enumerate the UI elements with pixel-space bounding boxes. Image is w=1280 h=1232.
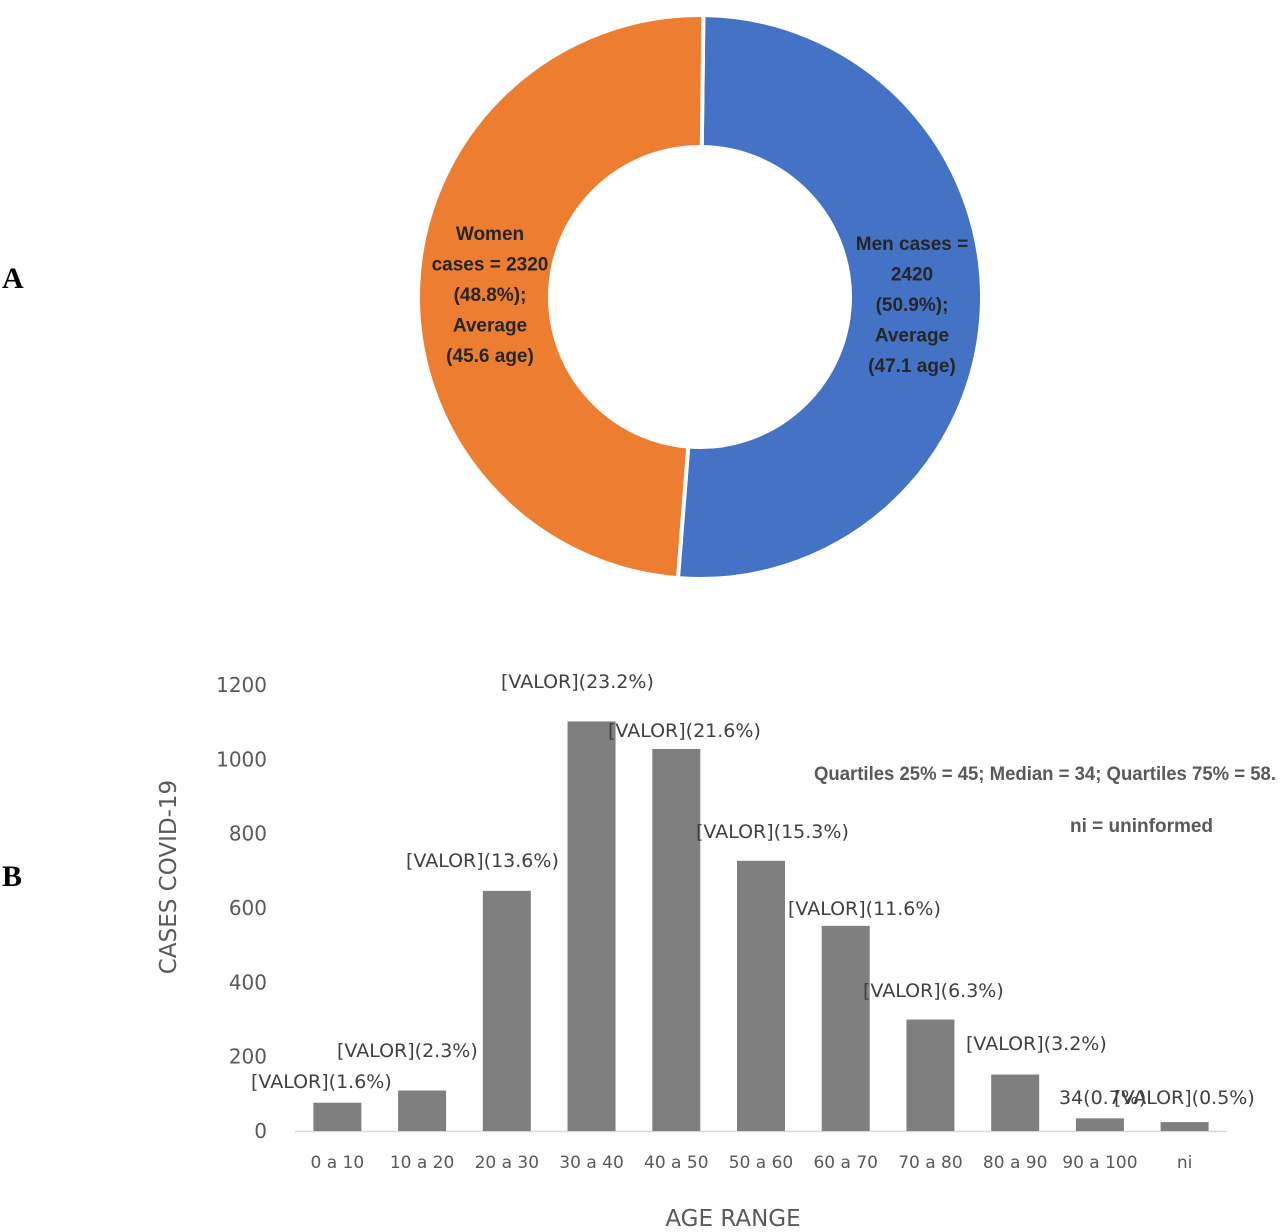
y-tick-label: 200 xyxy=(229,1045,267,1069)
bar-30-a-40 xyxy=(567,721,616,1131)
x-tick-label: 30 a 40 xyxy=(559,1153,624,1173)
bar-10-a-20 xyxy=(398,1090,447,1131)
donut-slice-women xyxy=(416,13,706,581)
x-tick-label: 80 a 90 xyxy=(983,1153,1048,1173)
data-label: [VALOR](23.2%) xyxy=(501,671,654,693)
x-tick-label: 90 a 100 xyxy=(1062,1153,1137,1173)
data-label: [VALOR](11.6%) xyxy=(788,898,941,920)
y-axis-title: CASES COVID-19 xyxy=(156,780,182,974)
data-label: [VALOR](13.6%) xyxy=(406,850,559,872)
x-axis-title: AGE RANGE xyxy=(665,1206,800,1232)
x-tick-label: 40 a 50 xyxy=(644,1153,709,1173)
x-tick-label: 20 a 30 xyxy=(475,1153,540,1173)
donut-chart: Men cases = 2420 (50.9%); Average (47.1 age)… xyxy=(416,12,984,581)
x-tick-label: 50 a 60 xyxy=(729,1153,794,1173)
x-tick-label: 10 a 20 xyxy=(390,1153,455,1173)
data-label: [VALOR](1.6%) xyxy=(251,1071,392,1093)
x-tick-label: 0 a 10 xyxy=(311,1153,365,1173)
donut-slice-men xyxy=(675,12,984,581)
quartiles-annotation: Quartiles 25% = 45; Median = 34; Quartil… xyxy=(814,764,1276,785)
bar-chart: 0 200 400 600 800 1000 1200 0 a 10 [VALOR](1.6%)… xyxy=(156,671,1276,1232)
x-tick-label: 70 a 80 xyxy=(898,1153,963,1173)
bar-40-a-50 xyxy=(652,748,701,1131)
data-label: [VALOR](3.2%) xyxy=(966,1033,1107,1055)
data-label: [VALOR](15.3%) xyxy=(696,821,849,843)
data-label: [VALOR](0.5%) xyxy=(1114,1087,1255,1109)
y-tick-label: 1000 xyxy=(216,747,267,771)
y-tick-label: 0 xyxy=(254,1119,267,1143)
donut-label-women: Women cases = 2320 (48.8%); Average (45.6 ag… xyxy=(432,224,549,367)
x-tick-label: ni xyxy=(1177,1153,1193,1173)
y-tick-label: 600 xyxy=(229,896,267,920)
panel-label-b: B xyxy=(2,860,23,893)
bar-60-a-70 xyxy=(821,925,870,1131)
ni-annotation: ni = uninformed xyxy=(1070,816,1213,837)
bar-0-a-10 xyxy=(313,1102,362,1131)
data-label: [VALOR](2.3%) xyxy=(337,1040,478,1062)
data-label: 34(0.7%) xyxy=(1059,1087,1146,1109)
x-tick-label: 60 a 70 xyxy=(813,1153,878,1173)
bar-70-a-80 xyxy=(906,1019,955,1131)
bar-ni xyxy=(1160,1122,1209,1131)
data-label: [VALOR](21.6%) xyxy=(608,720,761,742)
bar-50-a-60 xyxy=(737,860,785,1131)
bar-20-a-30 xyxy=(482,890,531,1131)
y-tick-label: 400 xyxy=(229,970,267,994)
y-tick-label: 1200 xyxy=(216,673,267,697)
y-tick-label: 800 xyxy=(229,822,267,846)
panel-label-a: A xyxy=(2,262,24,295)
bar-90-a-100 xyxy=(1075,1118,1124,1131)
donut-label-men: Men cases = 2420 (50.9%); Average (47.1 age) xyxy=(856,234,969,377)
data-label: [VALOR](6.3%) xyxy=(863,980,1004,1002)
bar-80-a-90 xyxy=(991,1074,1040,1131)
